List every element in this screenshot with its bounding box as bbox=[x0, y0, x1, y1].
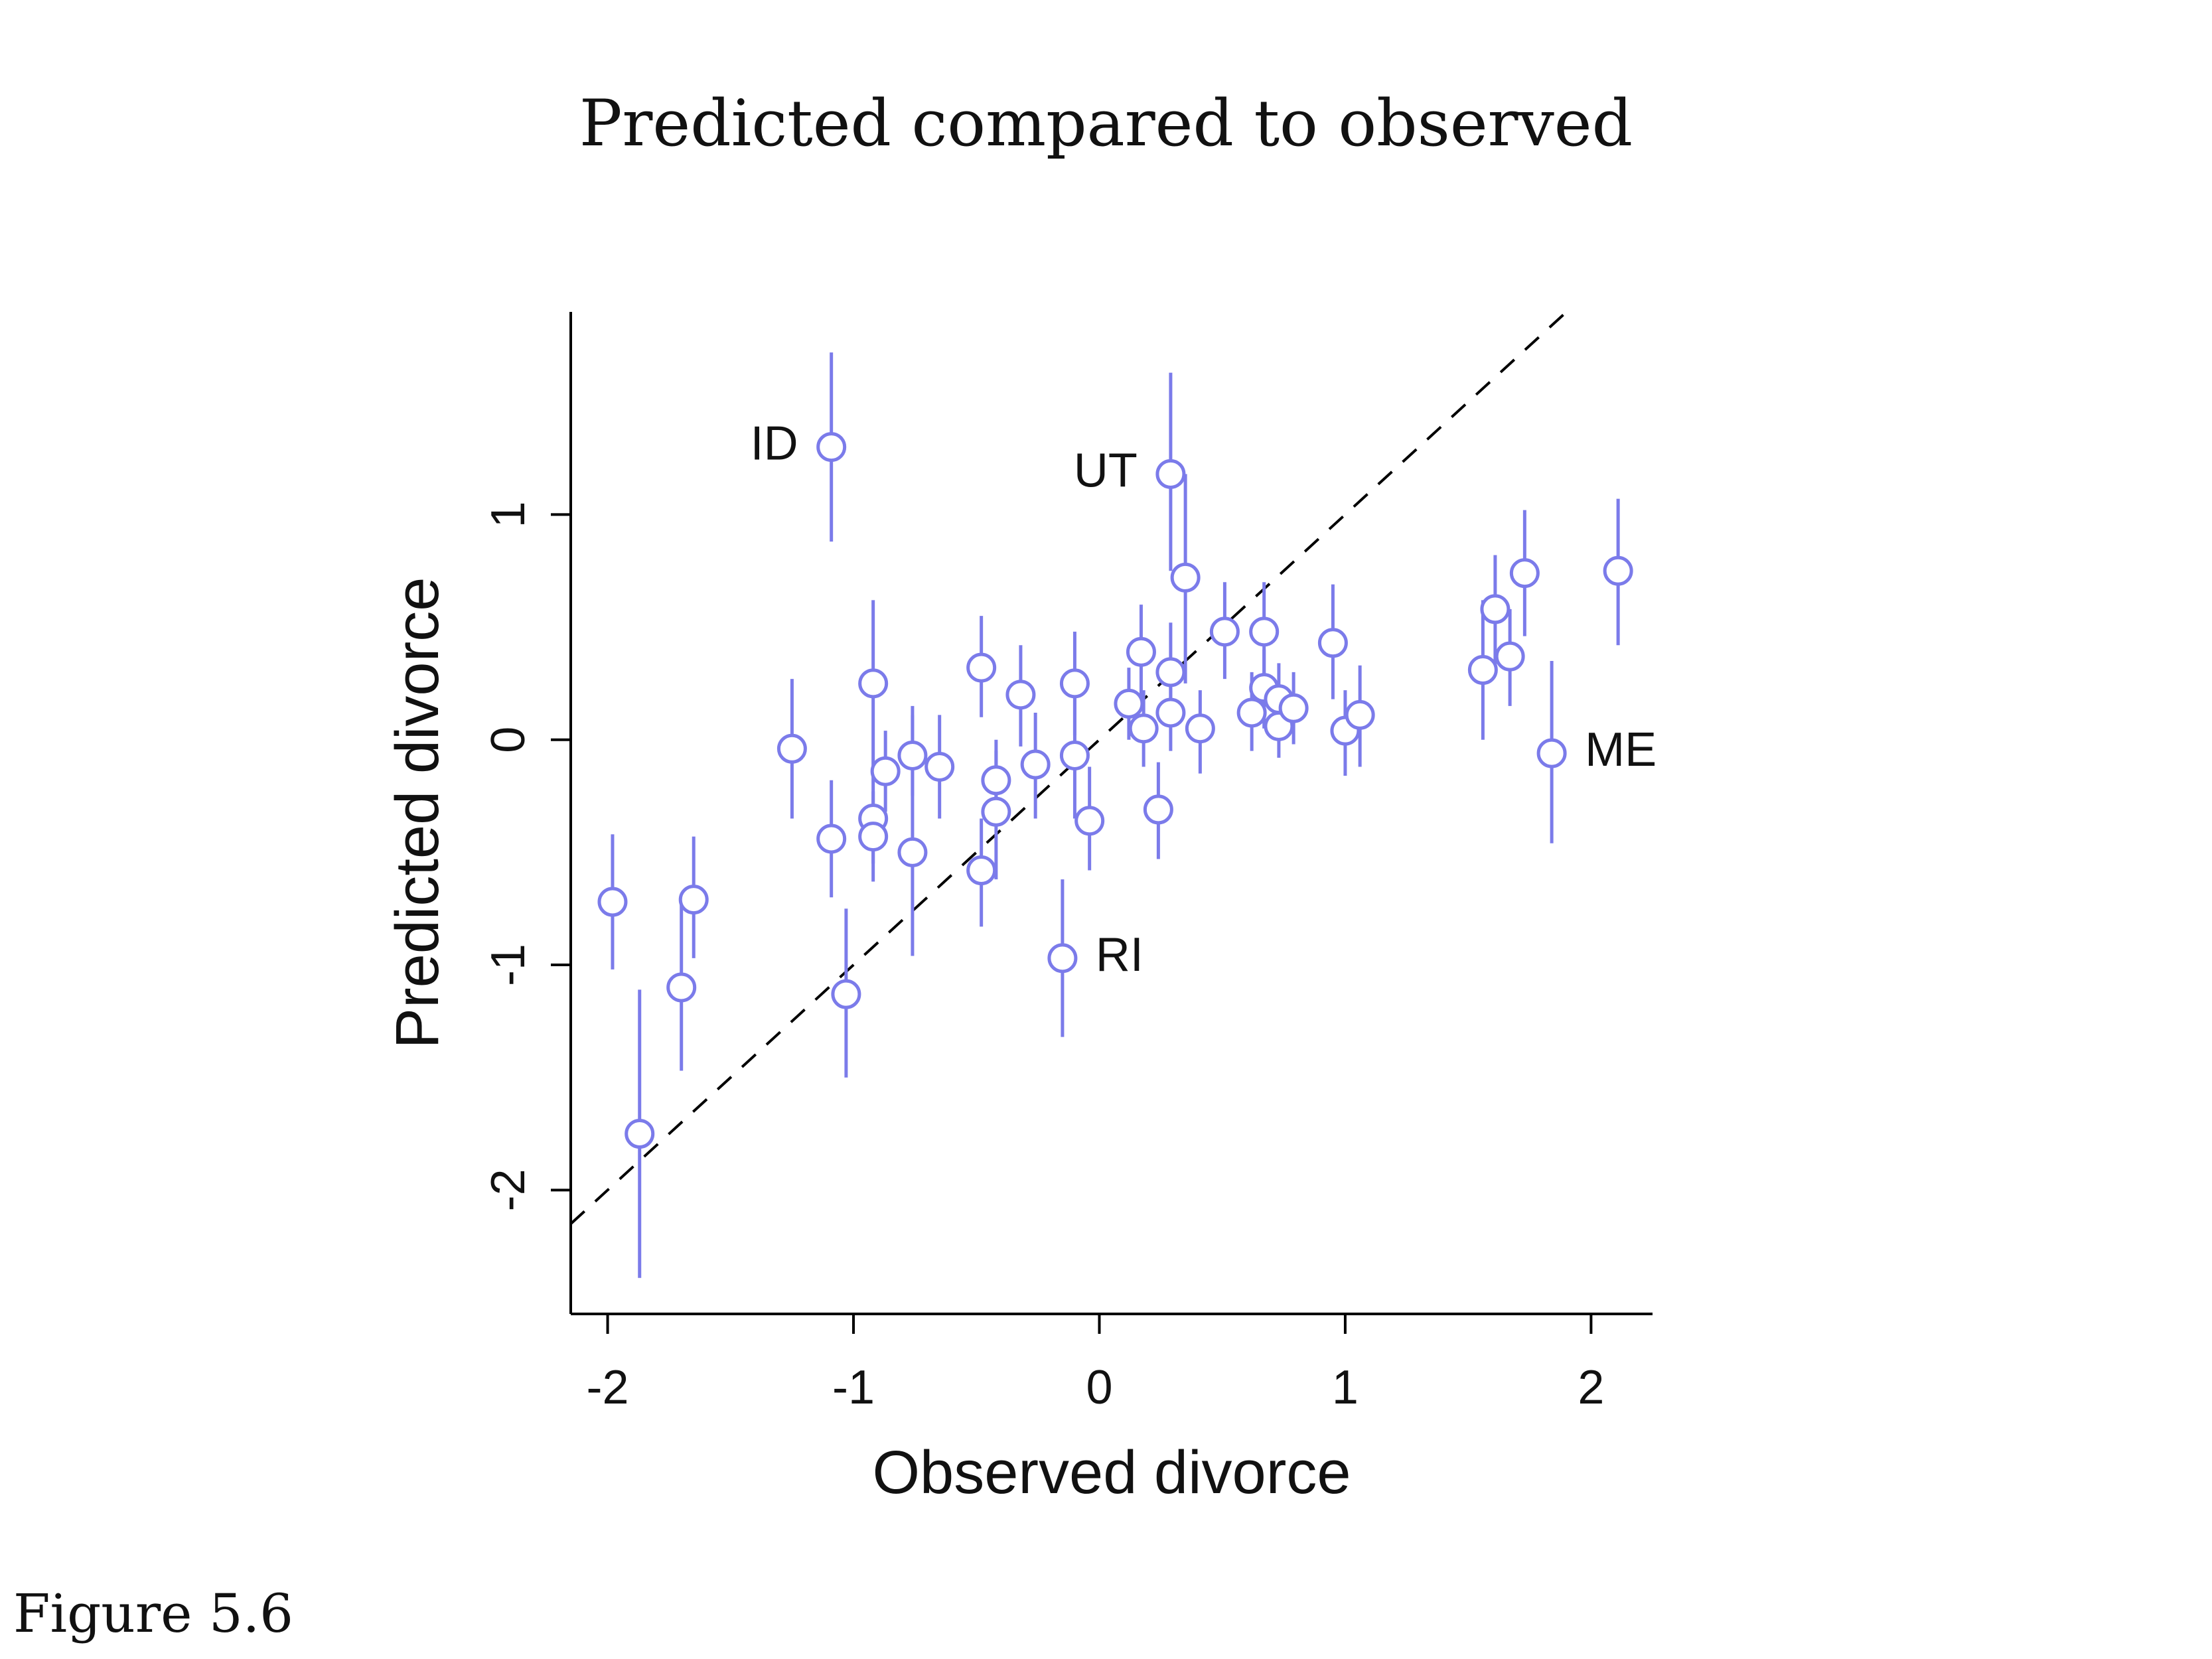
data-point bbox=[1128, 713, 1159, 744]
data-points bbox=[597, 432, 1633, 1149]
data-point bbox=[1020, 749, 1051, 780]
data-point bbox=[1185, 713, 1215, 744]
data-point bbox=[897, 740, 928, 770]
point-label: RI bbox=[1096, 928, 1143, 981]
point-labels: ID RI UT ME bbox=[751, 417, 1657, 981]
x-tick-label: 2 bbox=[1578, 1361, 1604, 1414]
data-point bbox=[816, 432, 847, 463]
data-point bbox=[1467, 655, 1498, 685]
data-point bbox=[1278, 693, 1309, 723]
point-label: UT bbox=[1074, 444, 1138, 497]
data-point bbox=[858, 822, 889, 852]
figure-caption: Figure 5.6 bbox=[13, 1583, 294, 1644]
data-point bbox=[1480, 594, 1511, 624]
data-point bbox=[831, 979, 861, 1009]
x-tick-label: 0 bbox=[1086, 1361, 1112, 1414]
data-point bbox=[1509, 558, 1540, 589]
data-point bbox=[1059, 740, 1090, 770]
data-point bbox=[1126, 636, 1156, 667]
data-point bbox=[597, 887, 628, 917]
data-point bbox=[1317, 628, 1348, 658]
data-point bbox=[1059, 668, 1090, 699]
y-tick-label: 0 bbox=[482, 727, 535, 753]
data-point bbox=[1603, 555, 1633, 586]
data-point bbox=[858, 668, 889, 699]
data-point bbox=[1536, 738, 1567, 768]
y-tick-label: -1 bbox=[482, 944, 535, 986]
data-point bbox=[1005, 680, 1036, 710]
data-point bbox=[678, 885, 709, 915]
data-point bbox=[1249, 616, 1280, 647]
chart-title: Predicted compared to observed bbox=[579, 86, 1633, 161]
data-point bbox=[1155, 657, 1186, 687]
data-point bbox=[1074, 806, 1105, 836]
data-point bbox=[776, 733, 807, 764]
axes: -2 -1 0 1 2 -2 -1 0 1 bbox=[482, 312, 1653, 1414]
data-point bbox=[1143, 794, 1173, 825]
y-tick-label: 1 bbox=[482, 501, 535, 528]
data-point bbox=[1345, 699, 1375, 730]
point-label: ID bbox=[751, 417, 798, 470]
data-point bbox=[1155, 459, 1186, 489]
x-tick-label: -2 bbox=[587, 1361, 629, 1414]
data-point bbox=[966, 855, 997, 886]
data-point bbox=[816, 824, 847, 854]
data-point bbox=[897, 837, 928, 867]
data-point bbox=[1047, 943, 1078, 974]
data-point bbox=[1155, 697, 1186, 728]
y-tick-label: -2 bbox=[482, 1169, 535, 1211]
data-point bbox=[981, 765, 1011, 796]
data-point bbox=[966, 652, 997, 683]
x-tick-label: 1 bbox=[1332, 1361, 1359, 1414]
x-tick-label: -1 bbox=[832, 1361, 875, 1414]
data-point bbox=[924, 751, 955, 782]
x-axis-label: Observed divorce bbox=[873, 1439, 1351, 1506]
data-point bbox=[1209, 616, 1240, 647]
data-point bbox=[1170, 562, 1201, 593]
data-point bbox=[981, 796, 1011, 827]
data-point bbox=[870, 756, 901, 786]
data-point bbox=[1114, 688, 1144, 719]
data-point bbox=[625, 1119, 655, 1149]
data-point bbox=[1495, 641, 1525, 672]
y-axis-label: Predicted divorce bbox=[384, 577, 451, 1049]
point-label: ME bbox=[1585, 723, 1657, 776]
data-point bbox=[1236, 697, 1267, 728]
data-point bbox=[666, 972, 697, 1003]
